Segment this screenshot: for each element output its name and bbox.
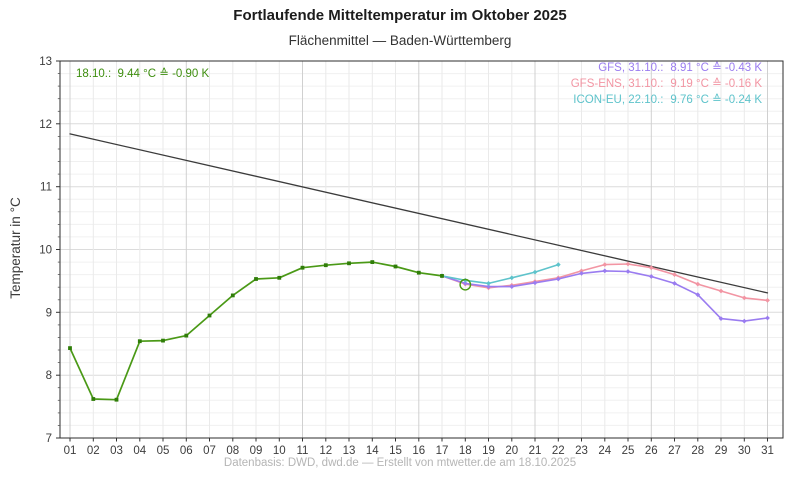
svg-text:10: 10 — [273, 445, 286, 457]
svg-text:30: 30 — [738, 445, 751, 457]
svg-text:18: 18 — [459, 445, 472, 457]
svg-text:22: 22 — [552, 445, 565, 457]
svg-text:24: 24 — [598, 445, 611, 457]
legend-gfs-value: 8.91 °C ≙ -0.43 K — [670, 62, 762, 74]
svg-text:01: 01 — [64, 445, 77, 457]
svg-text:19: 19 — [482, 445, 495, 457]
forecast-legend: GFS, 31.10.: 8.91 °C ≙ -0.43 K GFS-ENS, … — [571, 61, 762, 108]
measured-annotation: 18.10.: 9.44 °C ≙ -0.90 K — [76, 68, 210, 80]
legend-gfs-ens-value: 9.19 °C ≙ -0.16 K — [670, 78, 762, 90]
svg-text:8: 8 — [46, 370, 52, 382]
svg-text:12: 12 — [39, 119, 52, 131]
svg-text:06: 06 — [180, 445, 193, 457]
svg-text:28: 28 — [691, 445, 704, 457]
svg-text:29: 29 — [715, 445, 728, 457]
svg-text:04: 04 — [133, 445, 146, 457]
svg-text:03: 03 — [110, 445, 123, 457]
chart-subtitle: Flächenmittel — Baden-Württemberg — [288, 33, 512, 48]
svg-text:7: 7 — [46, 433, 52, 445]
legend-gfs-ens-name: GFS-ENS, 31.10.: — [570, 78, 664, 90]
svg-text:23: 23 — [575, 445, 588, 457]
svg-text:10: 10 — [39, 245, 52, 257]
chart-title: Fortlaufende Mitteltemperatur im Oktober… — [233, 7, 567, 24]
legend-icon-eu-name: ICON-EU, 22.10.: — [573, 94, 664, 106]
svg-text:27: 27 — [668, 445, 681, 457]
svg-text:25: 25 — [622, 445, 635, 457]
svg-text:02: 02 — [87, 445, 100, 457]
svg-text:21: 21 — [529, 445, 542, 457]
svg-text:26: 26 — [645, 445, 658, 457]
svg-text:12: 12 — [319, 445, 332, 457]
svg-text:16: 16 — [412, 445, 425, 457]
legend-gfs-name: GFS, 31.10.: — [598, 62, 664, 74]
svg-text:20: 20 — [505, 445, 518, 457]
svg-text:9: 9 — [46, 307, 52, 319]
svg-text:05: 05 — [157, 445, 170, 457]
svg-text:09: 09 — [250, 445, 263, 457]
svg-text:15: 15 — [389, 445, 402, 457]
svg-text:11: 11 — [297, 445, 309, 457]
svg-text:31: 31 — [761, 445, 774, 457]
svg-text:13: 13 — [39, 56, 52, 68]
svg-text:17: 17 — [436, 445, 449, 457]
svg-text:13: 13 — [343, 445, 356, 457]
footer-credit: Datenbasis: DWD, dwd.de — Erstellt von m… — [223, 457, 577, 469]
svg-text:08: 08 — [226, 445, 239, 457]
legend-icon-eu-value: 9.76 °C ≙ -0.24 K — [670, 94, 762, 106]
svg-text:07: 07 — [203, 445, 216, 457]
svg-text:11: 11 — [40, 182, 52, 194]
svg-text:14: 14 — [366, 445, 379, 457]
